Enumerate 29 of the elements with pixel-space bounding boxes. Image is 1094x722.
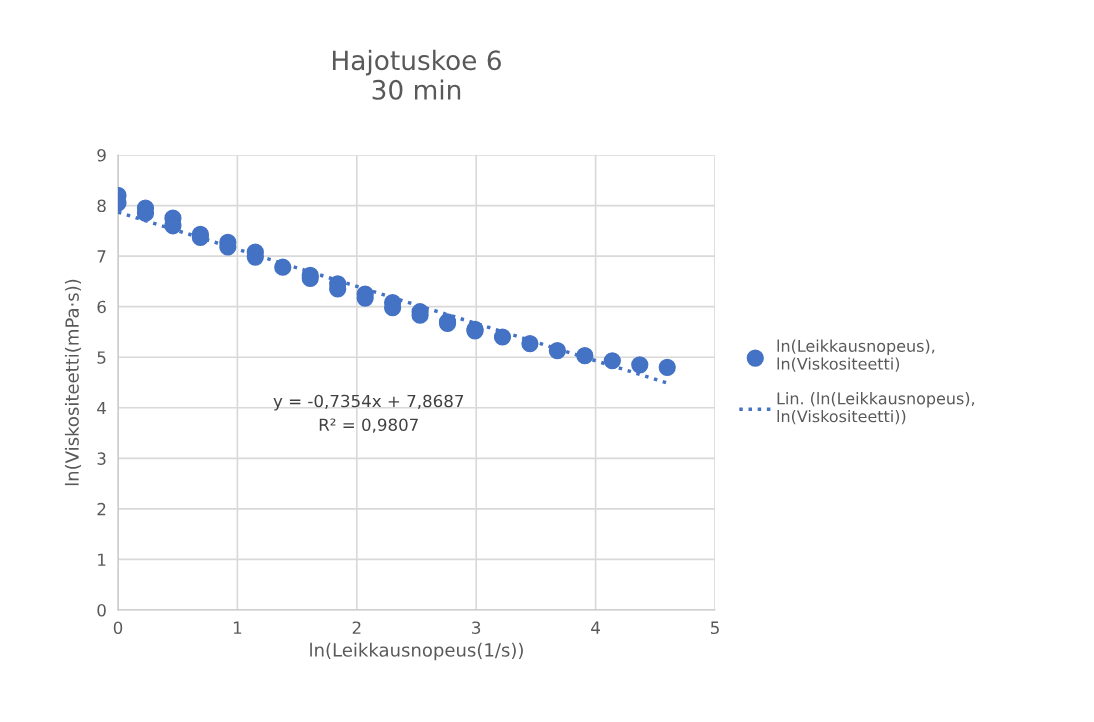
y-tick-label: 4 — [97, 401, 106, 415]
y-axis-title: ln(Viskositeetti(mPa·s)) — [64, 279, 82, 486]
x-tick-label: 1 — [233, 621, 242, 634]
y-tick-label: 0 — [97, 603, 106, 617]
x-tick-label: 2 — [352, 621, 361, 634]
point — [493, 328, 512, 346]
y-tick-label: 7 — [97, 250, 106, 263]
x-axis-title: ln(Leikkausnopeus(1/s)) — [310, 642, 523, 661]
point — [548, 342, 567, 360]
y-tick-label: 2 — [97, 502, 106, 516]
y-tick-label: 6 — [97, 300, 106, 314]
x-tick-label: 5 — [710, 621, 719, 635]
point — [631, 356, 649, 374]
y-tick-label: 1 — [98, 553, 106, 566]
legend-label: Lin. (ln(Leikkausnopeus), ln(Viskositeetti)) — [777, 392, 975, 425]
legend-label: ln(Leikkausnopeus), ln(Viskositeetti) — [777, 339, 935, 372]
x-tick-label: 3 — [472, 621, 481, 635]
chart-title: Hajotuskoe 6 30 min — [332, 49, 501, 100]
y-tick-label: 9 — [97, 148, 106, 162]
annotation: y = -0,7354x + 7,8687 R² = 0,9807 — [273, 394, 464, 433]
point — [521, 334, 539, 353]
y-tick-label: 8 — [97, 199, 106, 213]
x-tick-label: 0 — [113, 621, 123, 635]
y-tick-label: 3 — [97, 452, 106, 465]
point — [576, 347, 594, 365]
y-tick-label: 5 — [97, 351, 106, 364]
point — [603, 352, 621, 370]
x-tick-label: 4 — [591, 621, 600, 634]
point — [658, 358, 676, 376]
